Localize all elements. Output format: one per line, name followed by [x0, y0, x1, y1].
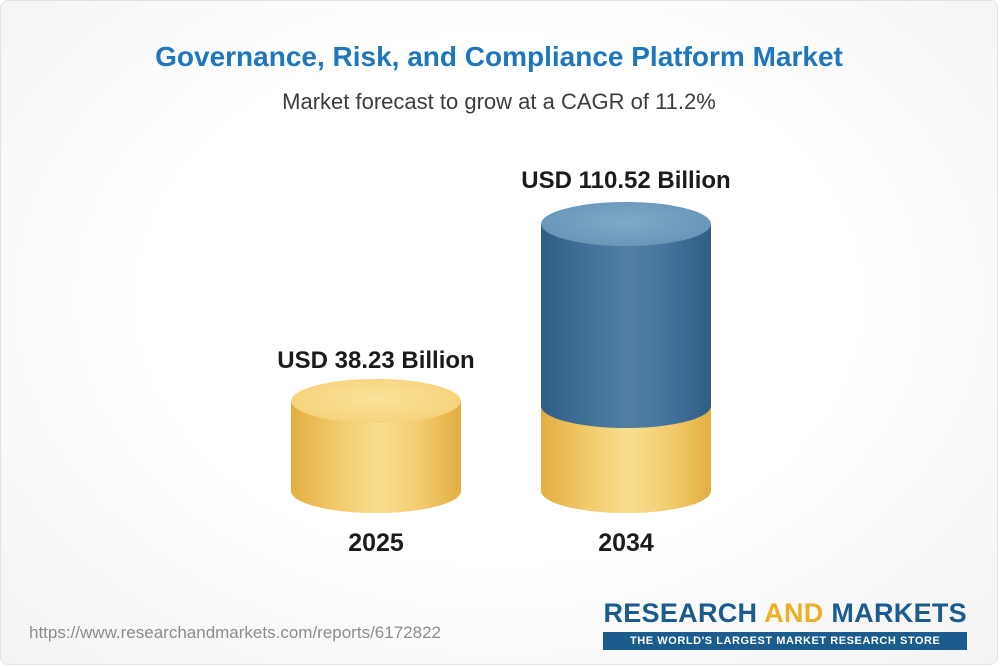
bar-2034-growth-segment — [541, 224, 711, 428]
value-label-2025: USD 38.23 Billion — [277, 347, 475, 374]
bar-2025 — [291, 379, 461, 513]
page-title: Governance, Risk, and Compliance Platfor… — [155, 41, 843, 72]
logo-wordmark: RESEARCH AND MARKETS — [603, 598, 967, 629]
bar-2025-top-ellipse — [291, 379, 461, 423]
bar-2034-top-ellipse — [541, 202, 711, 246]
axis-label-2034: 2034 — [598, 529, 654, 557]
logo-tagline: THE WORLD'S LARGEST MARKET RESEARCH STOR… — [603, 632, 967, 650]
logo-word-research: RESEARCH — [603, 598, 758, 628]
research-and-markets-logo: RESEARCH AND MARKETS THE WORLD'S LARGEST… — [603, 598, 967, 650]
value-label-2034: USD 110.52 Billion — [521, 167, 731, 194]
bar-2034 — [541, 202, 711, 513]
page-subtitle: Market forecast to grow at a CAGR of 11.… — [282, 89, 716, 114]
logo-word-markets: MARKETS — [831, 598, 967, 628]
report-url: https://www.researchandmarkets.com/repor… — [29, 623, 441, 642]
logo-word-and: AND — [764, 598, 824, 628]
axis-label-2025: 2025 — [348, 529, 404, 557]
